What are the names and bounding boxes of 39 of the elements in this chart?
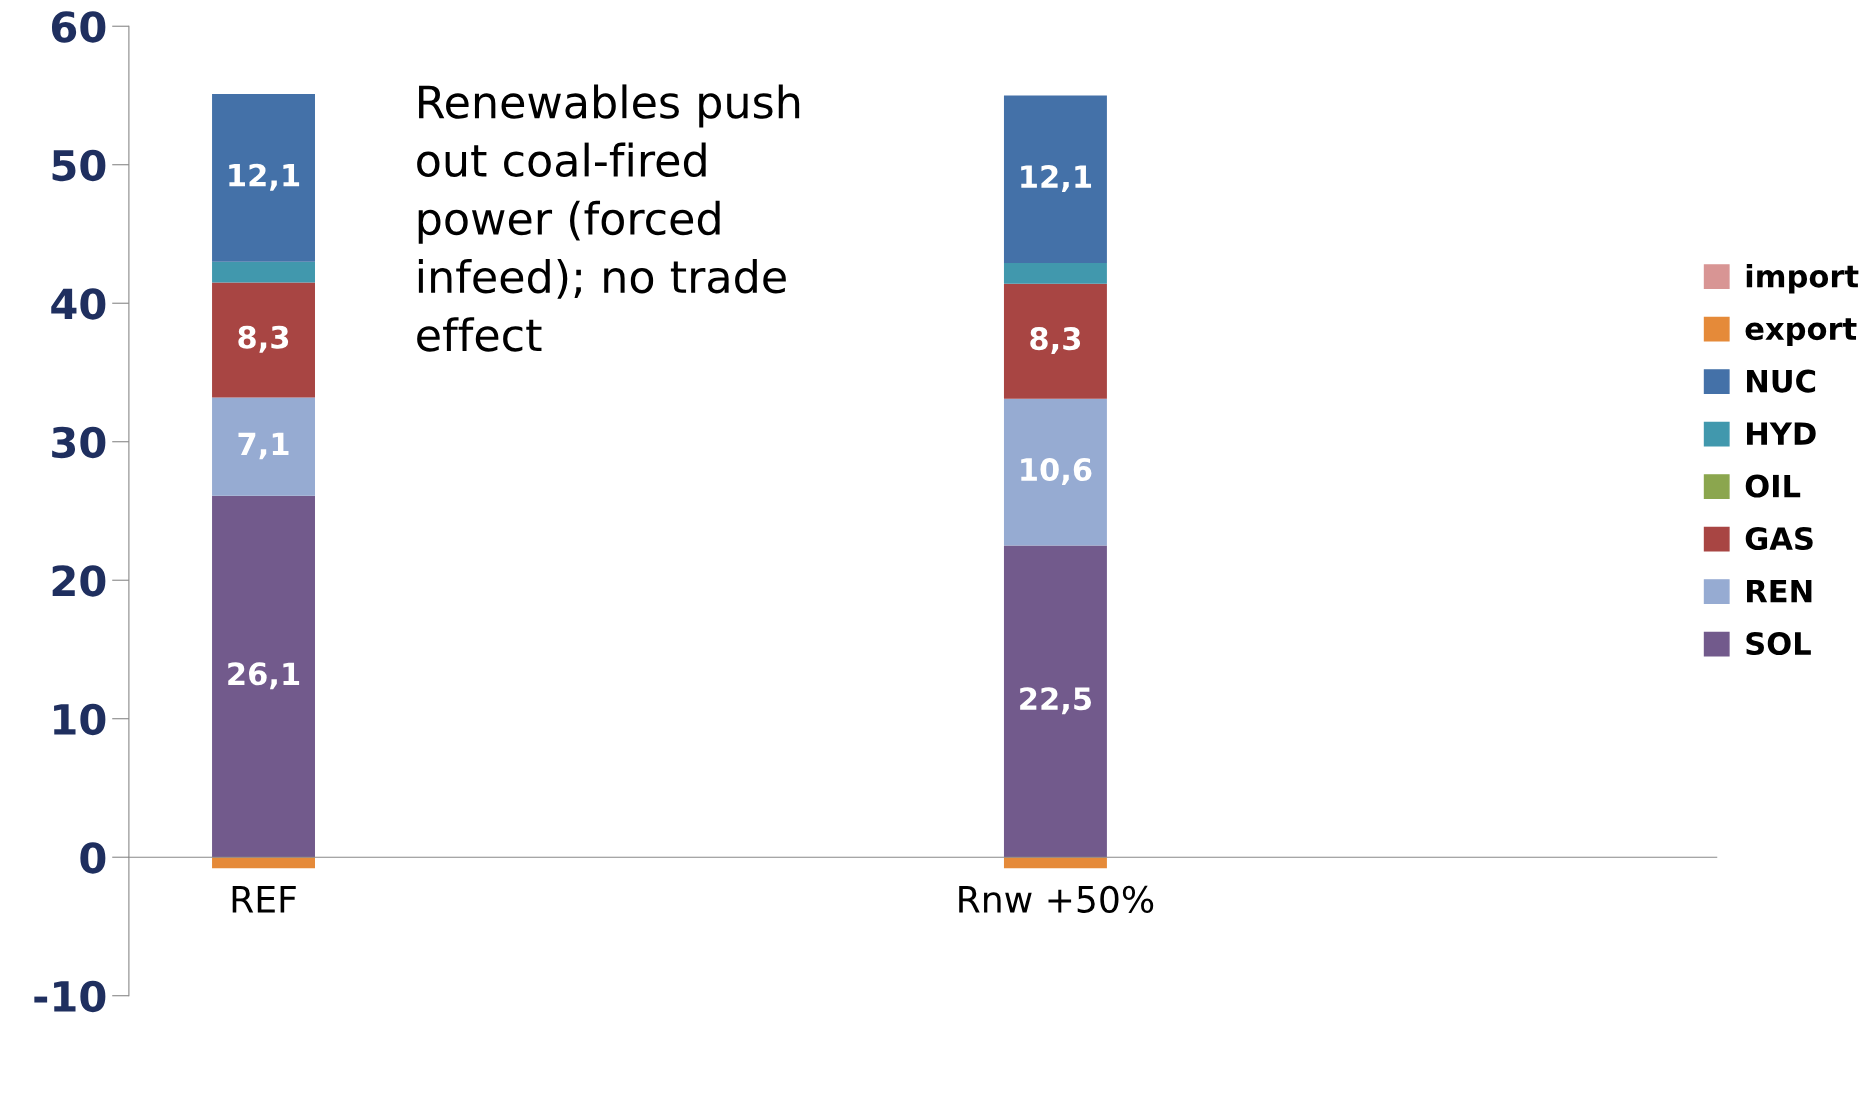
legend-label: HYD (1747, 422, 1816, 445)
data-label: 26,1 (228, 662, 300, 690)
data-label: 8,3 (238, 325, 289, 353)
legend-label: OIL (1745, 474, 1801, 498)
bar (1003, 283, 1107, 399)
annotation: Renewables push out coal-fired power (forced infeed); no trade effect (417, 84, 800, 352)
bar (1003, 95, 1107, 264)
y-tick-label: -10 (34, 980, 106, 1013)
bar (212, 94, 315, 262)
y-tick-label: 10 (54, 703, 106, 736)
data-label: 12,1 (1021, 165, 1092, 193)
y-tick-label: 20 (52, 565, 106, 597)
bar (212, 397, 315, 496)
y-tick-label: 30 (52, 426, 106, 459)
x-tick-label: REF (232, 886, 296, 913)
bar (212, 282, 315, 398)
bar (212, 495, 315, 858)
legend-label: NUC (1747, 369, 1816, 393)
data-label: 7,1 (238, 432, 289, 460)
legend-label: SOL (1746, 631, 1811, 656)
y-tick-label: 50 (52, 149, 106, 182)
legend-label: import (1746, 264, 1859, 294)
legend-label: REN (1747, 579, 1812, 603)
y-tick-label: 60 (51, 11, 106, 43)
bar (212, 857, 315, 869)
data-label: 12,1 (229, 163, 300, 191)
legend-label: GAS (1745, 526, 1813, 551)
y-tick-label: 40 (51, 288, 106, 320)
bar (1003, 857, 1107, 869)
bar (1003, 398, 1107, 546)
data-label: 8,3 (1030, 327, 1081, 355)
data-label: 10,6 (1021, 457, 1092, 485)
legend-label: export (1745, 318, 1857, 347)
bar (1003, 545, 1107, 858)
y-tick-label: 0 (80, 842, 106, 874)
data-label: 22,5 (1020, 687, 1091, 715)
x-tick-label: Rnw +50% (959, 885, 1154, 913)
bar (1003, 263, 1107, 284)
bar (212, 261, 315, 283)
